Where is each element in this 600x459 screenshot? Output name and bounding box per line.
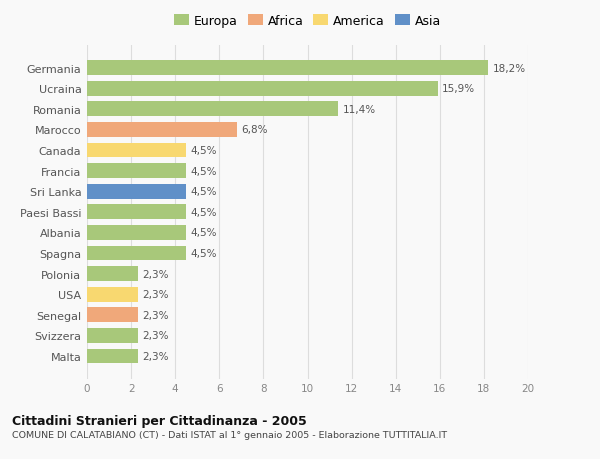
Text: 2,3%: 2,3% [142,330,169,341]
Text: COMUNE DI CALATABIANO (CT) - Dati ISTAT al 1° gennaio 2005 - Elaborazione TUTTIT: COMUNE DI CALATABIANO (CT) - Dati ISTAT … [12,430,447,439]
Text: 4,5%: 4,5% [191,207,217,217]
Bar [87,61,488,76]
Text: 15,9%: 15,9% [442,84,475,94]
Text: 4,5%: 4,5% [191,166,217,176]
Text: 2,3%: 2,3% [142,290,169,299]
Bar [87,246,186,261]
Bar [87,123,237,138]
Bar [87,82,437,96]
Bar [87,267,138,281]
Legend: Europa, Africa, America, Asia: Europa, Africa, America, Asia [169,10,446,33]
Text: Cittadini Stranieri per Cittadinanza - 2005: Cittadini Stranieri per Cittadinanza - 2… [12,414,307,428]
Text: 4,5%: 4,5% [191,228,217,238]
Bar [87,328,138,343]
Text: 2,3%: 2,3% [142,269,169,279]
Bar [87,349,138,364]
Bar [87,143,186,158]
Text: 2,3%: 2,3% [142,351,169,361]
Text: 6,8%: 6,8% [241,125,268,135]
Text: 18,2%: 18,2% [493,63,526,73]
Bar [87,164,186,179]
Bar [87,205,186,220]
Text: 11,4%: 11,4% [343,105,376,114]
Text: 4,5%: 4,5% [191,187,217,197]
Bar [87,225,186,240]
Bar [87,102,338,117]
Bar [87,287,138,302]
Text: 4,5%: 4,5% [191,146,217,156]
Bar [87,185,186,199]
Bar [87,308,138,322]
Text: 2,3%: 2,3% [142,310,169,320]
Text: 4,5%: 4,5% [191,248,217,258]
